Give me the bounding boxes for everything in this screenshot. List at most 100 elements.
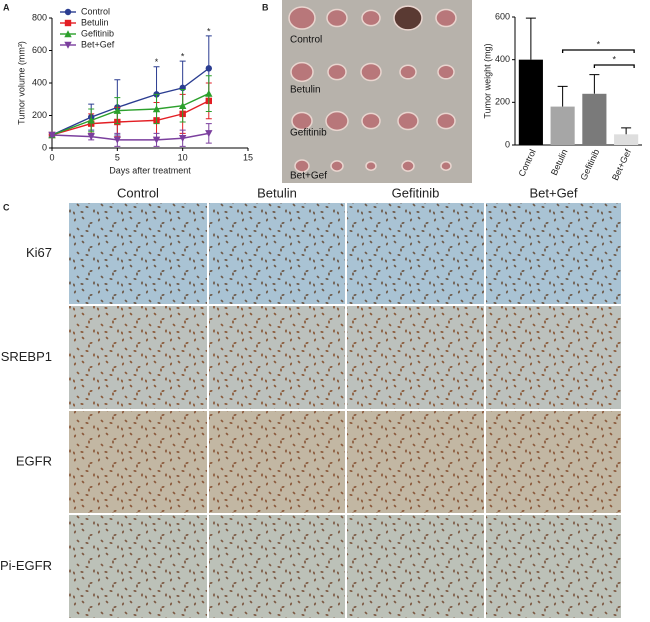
row-label: Ki67 — [26, 245, 52, 260]
legend-label: Betulin — [81, 17, 109, 27]
error-bar — [525, 17, 536, 60]
tumor — [327, 63, 347, 81]
tumor — [330, 160, 344, 172]
legend-label: Gefitinib — [81, 28, 114, 38]
error-bar — [621, 127, 632, 135]
marker — [152, 105, 161, 113]
tumor — [399, 64, 417, 80]
significance-label: * — [612, 54, 616, 64]
column-label: Gefitinib — [392, 185, 440, 200]
y-tick-label: 600 — [32, 45, 47, 55]
bar — [582, 93, 607, 145]
ihc-image — [485, 410, 622, 514]
significance-label: * — [597, 39, 601, 49]
marker — [205, 65, 212, 72]
ihc-image — [68, 202, 208, 305]
x-tick-label: Gefitinib — [578, 148, 601, 182]
bar — [614, 134, 639, 145]
series-line — [51, 92, 210, 136]
marker — [87, 133, 95, 141]
y-tick-label: 800 — [32, 12, 47, 22]
legend-label: Control — [81, 6, 110, 16]
tumor — [365, 161, 377, 171]
ihc-image — [485, 514, 622, 619]
marker — [64, 30, 72, 38]
x-tick-label: Control — [517, 148, 538, 179]
ihc-image — [485, 202, 622, 305]
ihc-image — [68, 410, 208, 514]
marker — [64, 19, 72, 27]
ihc-image — [485, 305, 622, 410]
series-line — [51, 100, 210, 136]
photo-row-label: Gefitinib — [290, 128, 327, 139]
tumor — [361, 9, 381, 27]
error-bar — [557, 85, 568, 107]
row-label: EGFR — [16, 453, 52, 468]
y-tick-label: 400 — [32, 77, 47, 87]
marker — [48, 131, 56, 139]
y-axis-label: Tumor weight (mg) — [482, 43, 492, 118]
marker — [113, 106, 122, 114]
marker — [64, 8, 72, 16]
tumor — [435, 8, 457, 28]
ihc-image — [346, 305, 485, 410]
legend-label: Bet+Gef — [81, 39, 115, 49]
tumor — [294, 159, 310, 173]
panel-label: A — [3, 2, 10, 12]
y-tick-label: 400 — [495, 54, 510, 64]
photo-row-label: Control — [290, 35, 322, 46]
y-axis-label: Tumor volume (mm³) — [16, 41, 26, 125]
tumor-photo — [282, 0, 472, 183]
tumor — [440, 161, 452, 171]
tumor — [393, 5, 423, 31]
y-tick-label: 0 — [505, 139, 510, 149]
x-tick-label: 15 — [243, 152, 253, 162]
row-label: SREBP1 — [1, 349, 52, 364]
tumor — [437, 64, 455, 80]
ihc-image — [346, 410, 485, 514]
y-tick-label: 200 — [495, 97, 510, 107]
ihc-image — [208, 202, 346, 305]
tumor — [397, 111, 419, 131]
marker — [113, 136, 122, 144]
ihc-image — [208, 514, 346, 619]
ihc-image — [346, 202, 485, 305]
tumor — [361, 112, 381, 130]
x-axis-label: Days after treatment — [109, 165, 191, 175]
significance-bracket — [561, 49, 635, 53]
ihc-image — [208, 410, 346, 514]
ihc-image — [208, 305, 346, 410]
annotation: * — [181, 51, 185, 61]
ihc-image — [68, 305, 208, 410]
ihc-image — [68, 514, 208, 619]
panel-label: C — [3, 202, 10, 212]
marker — [205, 89, 213, 97]
column-label: Control — [117, 185, 159, 200]
marker — [152, 136, 161, 144]
tumor — [326, 8, 348, 28]
y-tick-label: 600 — [495, 11, 510, 21]
tumor — [291, 111, 313, 131]
bar — [518, 59, 543, 145]
tumor — [290, 61, 314, 83]
photo-row-label: Betulin — [290, 85, 321, 96]
annotation: * — [155, 57, 159, 67]
ihc-image — [346, 514, 485, 619]
tumor — [401, 160, 415, 172]
significance-bracket — [593, 64, 635, 68]
column-label: Bet+Gef — [529, 185, 577, 200]
series-line — [51, 132, 209, 141]
row-label: Pi-EGFR — [0, 558, 52, 573]
panel-label: B — [262, 2, 269, 12]
column-label: Betulin — [257, 185, 297, 200]
y-tick-label: 200 — [32, 110, 47, 120]
annotation: * — [207, 26, 211, 36]
tumor — [436, 112, 456, 130]
error-bar — [589, 74, 600, 94]
x-tick-label: 5 — [115, 152, 120, 162]
x-tick-label: 10 — [178, 152, 188, 162]
tumor — [288, 6, 316, 30]
marker — [178, 135, 187, 142]
photo-row-label: Bet+Gef — [290, 171, 327, 182]
